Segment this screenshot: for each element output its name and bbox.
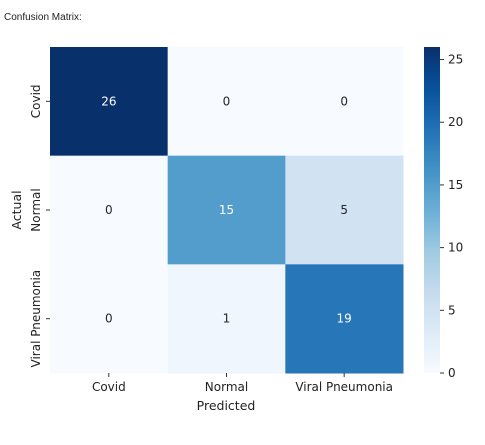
cell-value-2-0: 0 bbox=[105, 312, 113, 326]
colorbar-tick-label-2: 10 bbox=[448, 241, 463, 255]
x-tick-label-0: Covid bbox=[92, 380, 126, 394]
cell-value-0-1: 0 bbox=[223, 94, 231, 108]
colorbar-ticks: 0 5 10 15 20 25 bbox=[440, 53, 463, 380]
y-tick-label-1: Normal bbox=[29, 188, 43, 231]
colorbar bbox=[424, 47, 440, 373]
colorbar-tick-label-0: 0 bbox=[448, 366, 456, 380]
x-axis-title: Predicted bbox=[197, 398, 256, 413]
cell-value-0-2: 0 bbox=[340, 94, 348, 108]
x-tick-label-2: Viral Pneumonia bbox=[295, 380, 393, 394]
cell-value-2-1: 1 bbox=[223, 312, 231, 326]
cell-value-1-1: 15 bbox=[219, 203, 234, 217]
y-axis-ticks: Covid Normal Viral Pneumonia bbox=[29, 84, 50, 367]
y-tick-label-2: Viral Pneumonia bbox=[29, 270, 43, 368]
y-axis-title: Actual bbox=[9, 190, 24, 229]
cell-value-1-2: 5 bbox=[340, 203, 348, 217]
x-axis-ticks: Covid Normal Viral Pneumonia bbox=[92, 373, 393, 394]
cell-value-0-0: 26 bbox=[101, 94, 116, 108]
cell-value-2-2: 19 bbox=[337, 312, 352, 326]
colorbar-tick-label-5: 25 bbox=[448, 53, 463, 67]
x-tick-label-1: Normal bbox=[205, 380, 248, 394]
colorbar-tick-label-1: 5 bbox=[448, 303, 456, 317]
colorbar-tick-label-3: 15 bbox=[448, 178, 463, 192]
cell-value-1-0: 0 bbox=[105, 203, 113, 217]
colorbar-tick-label-4: 20 bbox=[448, 115, 463, 129]
y-tick-label-0: Covid bbox=[29, 84, 43, 118]
